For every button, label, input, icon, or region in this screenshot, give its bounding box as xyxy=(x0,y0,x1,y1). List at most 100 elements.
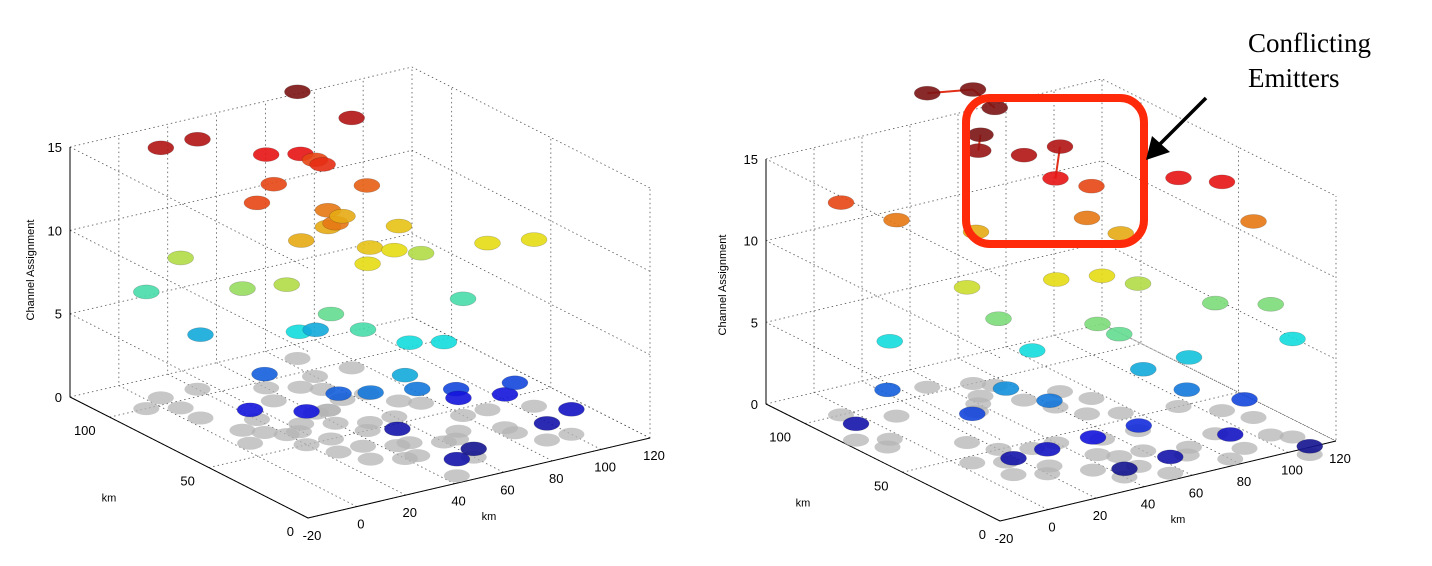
emitter-point xyxy=(354,256,381,272)
conflict-annotation: Conflicting Emitters xyxy=(962,28,1371,248)
emitter-point xyxy=(287,233,315,248)
x-axis-line xyxy=(307,437,651,519)
point-shadow xyxy=(184,382,211,396)
grid-line xyxy=(902,147,1239,473)
point-shadow xyxy=(985,442,1012,456)
emitter-point xyxy=(260,176,288,192)
point-shadow xyxy=(385,394,412,408)
y-tick-label: 100 xyxy=(74,423,96,438)
emitter-point xyxy=(356,240,384,255)
emitter-point xyxy=(236,402,264,418)
x-axis-line xyxy=(999,440,1337,522)
point-shadow xyxy=(828,408,854,422)
tick-labels: -20 0 20 40 60 80 100 120 0 50 100 0 5 10 15 km km Channe… xyxy=(717,152,1351,546)
emitter-point xyxy=(1156,449,1184,465)
grid-line xyxy=(411,67,651,439)
emitter-point xyxy=(958,406,986,422)
point-shadow xyxy=(1157,466,1184,480)
point-shadow xyxy=(1034,467,1061,481)
floor-shadows xyxy=(133,352,585,483)
point-shadow xyxy=(874,440,901,454)
point-shadow xyxy=(260,394,287,408)
grid-line xyxy=(69,316,651,439)
emitter-point xyxy=(1240,214,1267,229)
emitter-point xyxy=(338,110,365,126)
emitter-point xyxy=(1105,326,1133,342)
emitter-point xyxy=(460,441,487,457)
emitter-point xyxy=(325,386,352,401)
emitter-point xyxy=(381,242,408,258)
emitter-point xyxy=(229,281,256,296)
point-shadow xyxy=(1240,410,1267,424)
emitter-point xyxy=(1201,295,1229,311)
point-shadow xyxy=(133,402,160,416)
point-shadow xyxy=(384,439,411,453)
y-tick-label: 100 xyxy=(769,430,791,445)
point-shadow xyxy=(959,456,986,470)
emitter-point xyxy=(1111,461,1138,477)
grid-line xyxy=(957,113,1193,476)
x-tick-label: 80 xyxy=(549,471,563,486)
emitter-point xyxy=(981,100,1009,116)
emitter-point xyxy=(445,390,472,406)
point-shadow xyxy=(357,452,384,466)
point-shadow xyxy=(287,380,314,394)
emitter-point xyxy=(1088,268,1116,284)
x-tick-label: 20 xyxy=(402,505,416,520)
emitter-point xyxy=(1279,331,1306,347)
grid-line xyxy=(861,136,1097,499)
point-shadow xyxy=(1231,441,1258,455)
floor-shadows xyxy=(828,377,1323,484)
grid-line xyxy=(69,146,309,269)
y-axis-line xyxy=(69,396,309,519)
emitter-point xyxy=(1036,393,1063,409)
emitter-point xyxy=(1125,418,1153,433)
emitter-point xyxy=(147,140,175,156)
emitter-point xyxy=(317,306,345,322)
grid-line xyxy=(765,241,1337,360)
emitter-point xyxy=(1046,139,1074,154)
x-axis-label: km xyxy=(482,511,497,523)
x-tick-label: 100 xyxy=(1281,462,1303,477)
emitter-point xyxy=(1078,178,1105,194)
right-3d-scatter-plot: -20 0 20 40 60 80 100 120 0 50 100 0 5 10 15 km km Channe… xyxy=(717,78,1351,546)
grid-line xyxy=(265,101,504,473)
z-tick-label: 0 xyxy=(55,390,62,405)
emitter-point xyxy=(407,245,435,261)
emitter-point xyxy=(491,387,519,402)
x-tick-label: 60 xyxy=(1189,485,1203,500)
point-shadow xyxy=(284,352,311,366)
callout-arrowhead-icon xyxy=(1146,136,1170,160)
grid-line xyxy=(765,240,1001,359)
point-shadow xyxy=(237,436,264,450)
emitter-point xyxy=(959,82,987,97)
emitter-point xyxy=(391,367,419,383)
emitter-point xyxy=(302,322,330,338)
emitter-point xyxy=(243,195,271,211)
emitter-point xyxy=(876,334,904,349)
point-shadow xyxy=(1084,448,1111,462)
z-tick-label: 5 xyxy=(55,307,62,322)
point-shadow xyxy=(1209,404,1235,418)
emitter-point xyxy=(357,385,384,400)
emitter-point xyxy=(985,311,1012,327)
point-shadow xyxy=(317,432,344,446)
x-tick-label: 0 xyxy=(357,517,364,532)
emitter-point xyxy=(520,232,548,247)
data-points xyxy=(133,84,585,467)
x-tick-label: 60 xyxy=(500,482,514,497)
point-shadow xyxy=(350,439,377,453)
point-shadow xyxy=(354,423,381,437)
point-shadow xyxy=(285,425,312,439)
x-tick-label: 80 xyxy=(1237,474,1251,489)
point-shadow xyxy=(1011,393,1037,407)
emitter-point xyxy=(1073,210,1101,226)
emitter-point xyxy=(1018,343,1046,358)
emitter-point xyxy=(396,335,423,351)
grid-line xyxy=(313,89,553,462)
point-shadow xyxy=(1080,463,1106,477)
grid-line xyxy=(765,321,1001,440)
point-shadow xyxy=(1106,450,1133,464)
point-shadow xyxy=(474,403,501,417)
point-shadow xyxy=(338,361,365,375)
